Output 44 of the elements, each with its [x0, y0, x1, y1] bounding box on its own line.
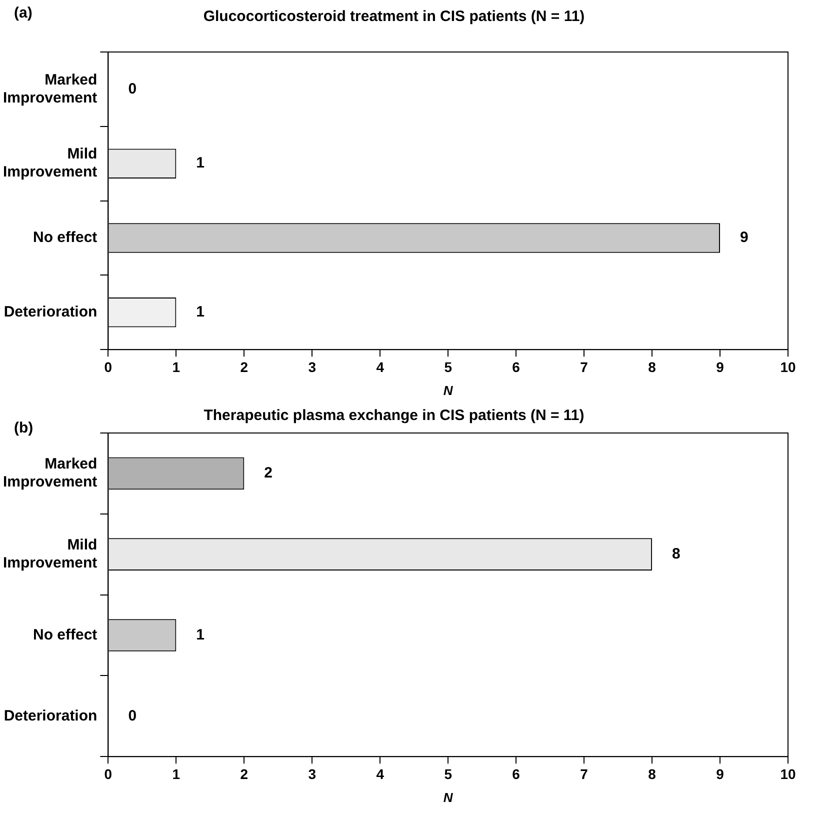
x-tick-label: 9: [716, 766, 724, 782]
data-label: 8: [672, 545, 680, 562]
data-label: 9: [740, 229, 748, 246]
y-tick-label: Mild Improvement: [2, 536, 98, 572]
x-tick-label: 2: [240, 358, 248, 375]
x-tick-label: 3: [308, 358, 316, 375]
x-tick-label: 9: [716, 358, 724, 375]
x-tick-label: 6: [512, 766, 520, 782]
text: (b): [14, 420, 34, 437]
text: (a): [14, 4, 32, 22]
x-axis-title: N: [443, 790, 454, 805]
x-tick-label: 1: [172, 358, 180, 375]
data-label: 1: [196, 626, 205, 644]
x-tick-label: 2: [240, 766, 248, 782]
data-label: 1: [196, 304, 205, 321]
data-label: 1: [196, 154, 205, 172]
y-tick-label: Deterioration: [4, 707, 98, 724]
data-label: 0: [128, 80, 137, 98]
y-tick-label: Deterioration: [4, 304, 98, 321]
x-tick-label: 0: [104, 766, 112, 782]
y-tick-label: Marked Improvement: [2, 456, 98, 491]
x-tick-label: 7: [580, 766, 588, 782]
chart-title: Therapeutic plasma exchange in CIS patients (N = 11): [204, 407, 584, 424]
x-tick-label: 7: [580, 358, 588, 375]
x-tick-label: 3: [308, 766, 316, 782]
x-tick-label: 1: [172, 766, 180, 782]
chart-title: Glucocorticosteroid treatment in CIS patients (N = 11): [203, 8, 585, 26]
x-tick-label: 10: [780, 358, 796, 375]
y-tick-label: Marked Improvement: [2, 71, 98, 106]
x-tick-label: 5: [444, 766, 452, 782]
x-tick-label: 8: [648, 766, 656, 782]
x-tick-label: 4: [376, 766, 384, 782]
x-tick-label: 8: [648, 358, 656, 375]
y-tick-label: No effect: [33, 229, 98, 246]
x-tick-label: 4: [376, 358, 384, 375]
x-tick-label: 0: [104, 358, 112, 375]
x-axis-title: N: [443, 382, 454, 398]
y-tick-label: No effect: [33, 626, 98, 644]
y-tick-label: Mild Improvement: [2, 146, 98, 181]
x-tick-label: 6: [512, 358, 520, 375]
data-label: 2: [264, 464, 272, 482]
x-tick-label: 5: [444, 358, 452, 375]
x-tick-label: 10: [780, 766, 796, 782]
data-label: 0: [128, 707, 137, 724]
